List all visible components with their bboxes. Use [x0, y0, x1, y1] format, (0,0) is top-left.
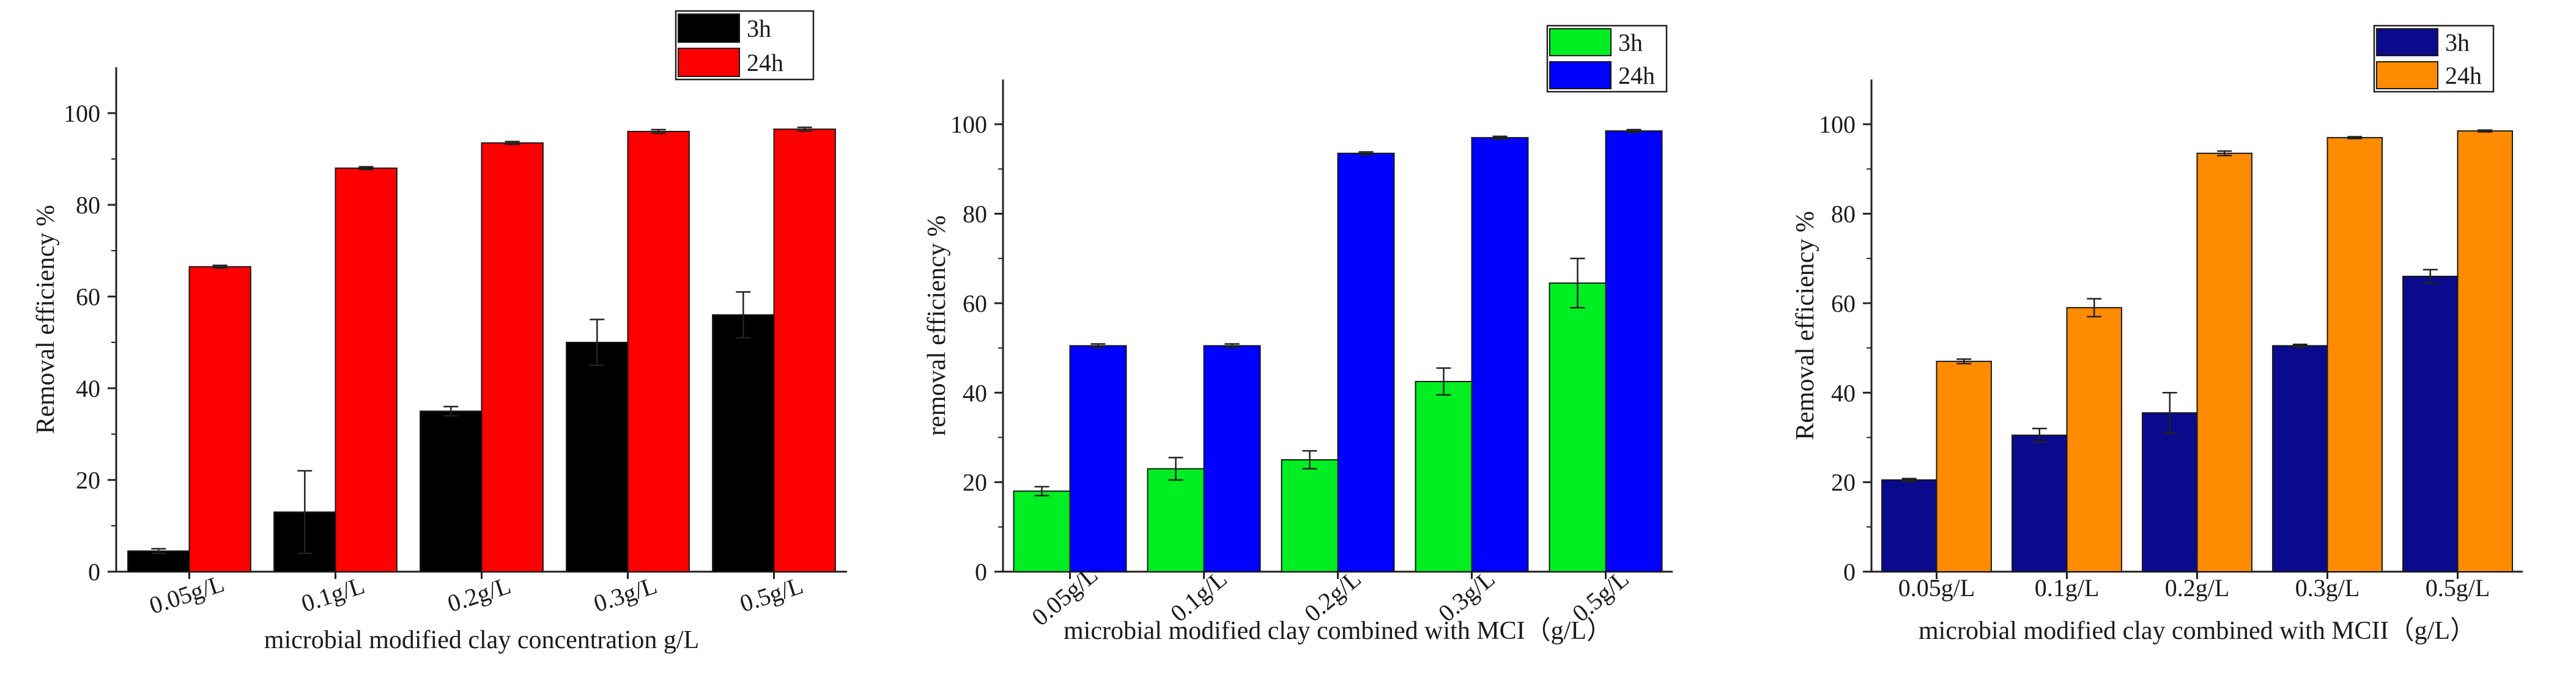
x-tick-label: 0.05g/L	[146, 569, 228, 619]
bar-24h-0.1g/L	[2066, 307, 2122, 572]
x-tick-label: 0.2g/L	[444, 571, 514, 617]
bar-24h-0.3g/L	[627, 131, 690, 572]
legend-swatch-3h	[678, 13, 740, 43]
chart-panel-3: 0 20 40 60 80 100 0.05g/L 0.1g/L 0.2g/L 0.3g/L 0.5…	[1791, 24, 2523, 645]
legend-swatch-24h	[678, 48, 740, 77]
bar-24h-0.1g/L	[335, 168, 398, 572]
y-axis-title: removal efficiency %	[923, 215, 951, 436]
bar-24h-0.1g/L	[1203, 345, 1261, 572]
x-tick-label: 0.2g/L	[2165, 574, 2230, 602]
x-axis-title: microbial modified clay combined with MC…	[1064, 617, 1612, 645]
bar-24h-0.05g/L	[188, 266, 251, 572]
y-tick-label: 80	[1831, 201, 1856, 228]
y-tick-label: 100	[950, 111, 987, 138]
y-tick-label: 40	[76, 375, 100, 402]
legend-swatch-3h	[1549, 28, 1612, 56]
x-tick-label: 0.3g/L	[2295, 574, 2360, 602]
bar-3h-0.3g/L	[2272, 345, 2328, 572]
bar-3h-0.05g/L	[1013, 490, 1071, 572]
bar-24h-0.2g/L	[1337, 152, 1395, 572]
legend-label-3h: 3h	[2445, 29, 2470, 56]
legend-label-3h: 3h	[1618, 29, 1643, 56]
x-tick-label: 0.3g/L	[590, 571, 660, 617]
x-axis-title: microbial modified clay concentration g/…	[264, 626, 699, 654]
y-tick-label: 100	[64, 100, 100, 127]
x-tick-label: 0.1g/L	[298, 571, 368, 617]
y-tick-label: 20	[76, 467, 100, 494]
y-tick-label: 60	[1831, 290, 1856, 317]
y-tick-label: 0	[88, 558, 100, 586]
bar-3h-0.5g/L	[1549, 282, 1607, 572]
y-tick-label: 60	[76, 283, 100, 311]
bar-24h-0.2g/L	[481, 142, 544, 572]
y-tick-label: 60	[963, 290, 987, 317]
bar-3h-0.1g/L	[2012, 434, 2068, 573]
y-axis-title: Removal efficiency %	[32, 205, 60, 434]
bar-24h-0.5g/L	[2457, 130, 2513, 572]
y-tick-label: 20	[963, 469, 987, 496]
bar-3h-0.05g/L	[1881, 479, 1938, 573]
bar-24h-0.3g/L	[2326, 137, 2383, 573]
bar-3h-0.05g/L	[127, 550, 190, 572]
bar-24h-0.5g/L	[1605, 130, 1663, 572]
legend-swatch-24h	[1549, 61, 1612, 89]
legend-swatch-3h	[2376, 28, 2438, 56]
bar-24h-0.3g/L	[1471, 137, 1529, 573]
y-tick-label: 80	[963, 201, 987, 228]
y-tick-label: 20	[1831, 469, 1856, 496]
y-tick-label: 40	[1831, 379, 1856, 407]
bar-3h-0.2g/L	[2142, 412, 2198, 572]
bar-3h-0.2g/L	[420, 410, 483, 572]
y-tick-label: 0	[1843, 558, 1856, 586]
bar-3h-0.2g/L	[1281, 459, 1339, 573]
x-tick-label: 0.5g/L	[736, 571, 806, 617]
x-tick-label: 0.1g/L	[2035, 574, 2100, 602]
legend-label-24h: 24h	[2445, 62, 2482, 89]
chart-panel-1: 0 20 40 60 80 100 0.05g/L 0.1g/L 0.2g/L 0.3g/L 0.5…	[32, 10, 847, 654]
x-axis-title: microbial modified clay combined with MC…	[1919, 617, 2476, 645]
bar-3h-0.5g/L	[2402, 276, 2459, 572]
bar-24h-0.05g/L	[1936, 361, 1992, 573]
y-tick-label: 100	[1819, 111, 1856, 138]
bar-24h-0.5g/L	[773, 128, 836, 572]
legend-swatch-24h	[2376, 61, 2438, 89]
bar-3h-0.3g/L	[566, 342, 629, 572]
bar-3h-0.3g/L	[1415, 380, 1473, 573]
bar-3h-0.5g/L	[712, 314, 775, 572]
bar-24h-0.05g/L	[1069, 345, 1127, 572]
y-tick-label: 0	[975, 558, 987, 586]
y-tick-label: 40	[963, 379, 987, 407]
legend-label-3h: 3h	[747, 15, 771, 42]
bar-3h-0.1g/L	[1147, 468, 1205, 572]
y-tick-label: 80	[76, 191, 100, 219]
x-tick-label: 0.5g/L	[2426, 574, 2490, 602]
legend-label-24h: 24h	[1618, 62, 1655, 89]
x-tick-label: 0.05g/L	[1898, 574, 1975, 602]
bar-24h-0.2g/L	[2196, 152, 2252, 572]
legend-label-24h: 24h	[747, 49, 783, 76]
y-axis-title: Removal efficiency %	[1791, 211, 1819, 440]
